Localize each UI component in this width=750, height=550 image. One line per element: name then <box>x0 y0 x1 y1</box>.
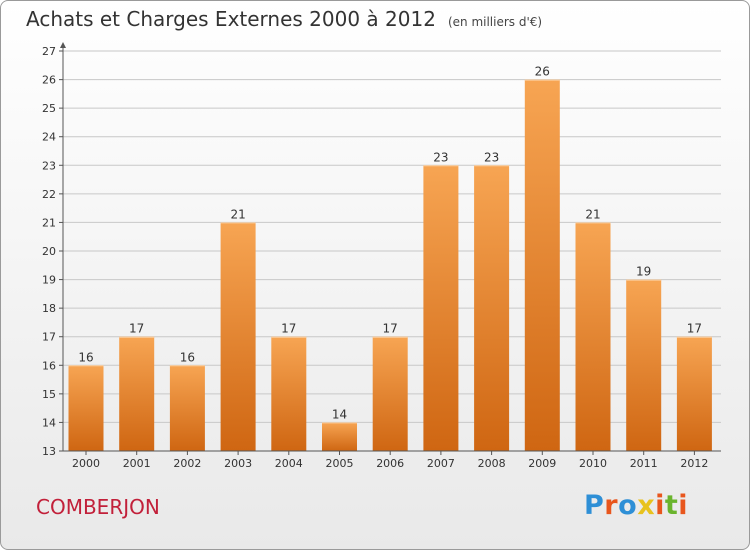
bar-2009 <box>524 79 560 452</box>
x-tick-label: 2006 <box>376 457 404 470</box>
bar-2000 <box>68 365 104 451</box>
value-label: 16 <box>78 350 93 364</box>
y-tick-label: 19 <box>42 274 56 287</box>
bar-2008 <box>474 165 510 452</box>
x-tick-label: 2000 <box>72 457 100 470</box>
bar-2004 <box>271 336 307 451</box>
logo-letter: x <box>637 490 656 521</box>
y-tick-label: 14 <box>42 416 56 429</box>
bar-2001 <box>119 336 155 451</box>
x-tick-label: 2007 <box>427 457 455 470</box>
y-tick-label: 21 <box>42 216 56 229</box>
value-label: 14 <box>332 407 347 421</box>
value-label: 23 <box>433 150 448 164</box>
bar-2012 <box>676 336 712 451</box>
commune-name: COMBERJON <box>36 495 160 519</box>
y-tick-label: 16 <box>42 359 56 372</box>
value-label: 26 <box>535 65 550 79</box>
y-tick-label: 17 <box>42 331 56 344</box>
chart-title: Achats et Charges Externes 2000 à 2012 (e… <box>26 7 542 31</box>
logo-letter: i <box>678 490 689 521</box>
bar-2006 <box>372 336 408 451</box>
bar-2010 <box>575 222 611 451</box>
bar-2003 <box>220 222 256 451</box>
logo-letter: i <box>655 490 665 521</box>
value-label: 23 <box>484 150 499 164</box>
y-axis-arrow <box>60 42 66 48</box>
y-tick-label: 20 <box>42 245 56 258</box>
value-label: 17 <box>383 322 398 336</box>
value-label: 17 <box>687 322 702 336</box>
y-tick-label: 24 <box>42 131 56 144</box>
y-tick-label: 22 <box>42 188 56 201</box>
x-tick-label: 2001 <box>123 457 151 470</box>
x-tick-label: 2005 <box>326 457 354 470</box>
y-tick-label: 23 <box>42 159 56 172</box>
y-tick-label: 26 <box>42 74 56 87</box>
x-tick-label: 2010 <box>579 457 607 470</box>
bar-2005 <box>322 422 357 451</box>
logo-letter: P <box>584 490 605 521</box>
chart-title-text: Achats et Charges Externes 2000 à 2012 <box>26 7 436 31</box>
x-tick-label: 2012 <box>680 457 708 470</box>
proxiti-logo: Proxiti <box>584 490 688 521</box>
value-label: 16 <box>180 350 195 364</box>
y-tick-label: 18 <box>42 302 56 315</box>
x-tick-label: 2009 <box>528 457 556 470</box>
value-label: 21 <box>585 207 600 221</box>
y-tick-label: 15 <box>42 388 56 401</box>
bar-2011 <box>626 279 662 451</box>
bar-2002 <box>169 365 205 451</box>
logo-letter: o <box>618 490 638 521</box>
value-label: 21 <box>230 207 245 221</box>
logo-letter: r <box>604 490 619 521</box>
x-tick-label: 2004 <box>275 457 303 470</box>
y-tick-label: 25 <box>42 102 56 115</box>
value-label: 19 <box>636 265 651 279</box>
value-label: 17 <box>129 322 144 336</box>
chart-unit: (en milliers d'€) <box>447 15 543 29</box>
y-tick-label: 13 <box>42 445 56 458</box>
x-tick-label: 2002 <box>173 457 201 470</box>
x-tick-label: 2003 <box>224 457 252 470</box>
value-label: 17 <box>281 322 296 336</box>
x-tick-label: 2008 <box>478 457 506 470</box>
bar-2007 <box>423 165 459 452</box>
y-tick-label: 27 <box>42 45 56 58</box>
x-tick-label: 2011 <box>630 457 658 470</box>
logo-letter: t <box>664 490 679 521</box>
